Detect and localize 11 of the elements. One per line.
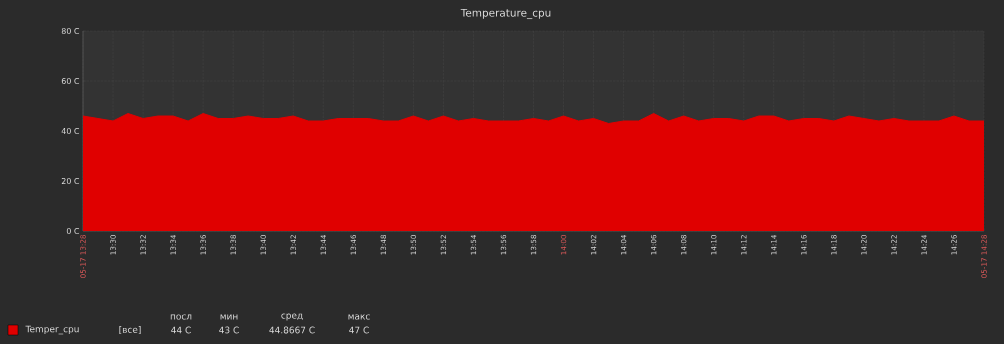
text: сред	[281, 313, 303, 321]
text: мин	[220, 314, 238, 320]
text: посл	[170, 314, 192, 320]
chart-title: Temperature_cpu	[460, 8, 551, 20]
text: 44 C	[171, 326, 191, 334]
text: Temper_cpu	[25, 325, 79, 335]
text: [все]	[119, 326, 141, 334]
text: макс	[348, 314, 370, 320]
text: 47 C	[349, 326, 369, 334]
text: 44.8667 C	[269, 326, 315, 334]
text: 43 C	[219, 326, 239, 334]
